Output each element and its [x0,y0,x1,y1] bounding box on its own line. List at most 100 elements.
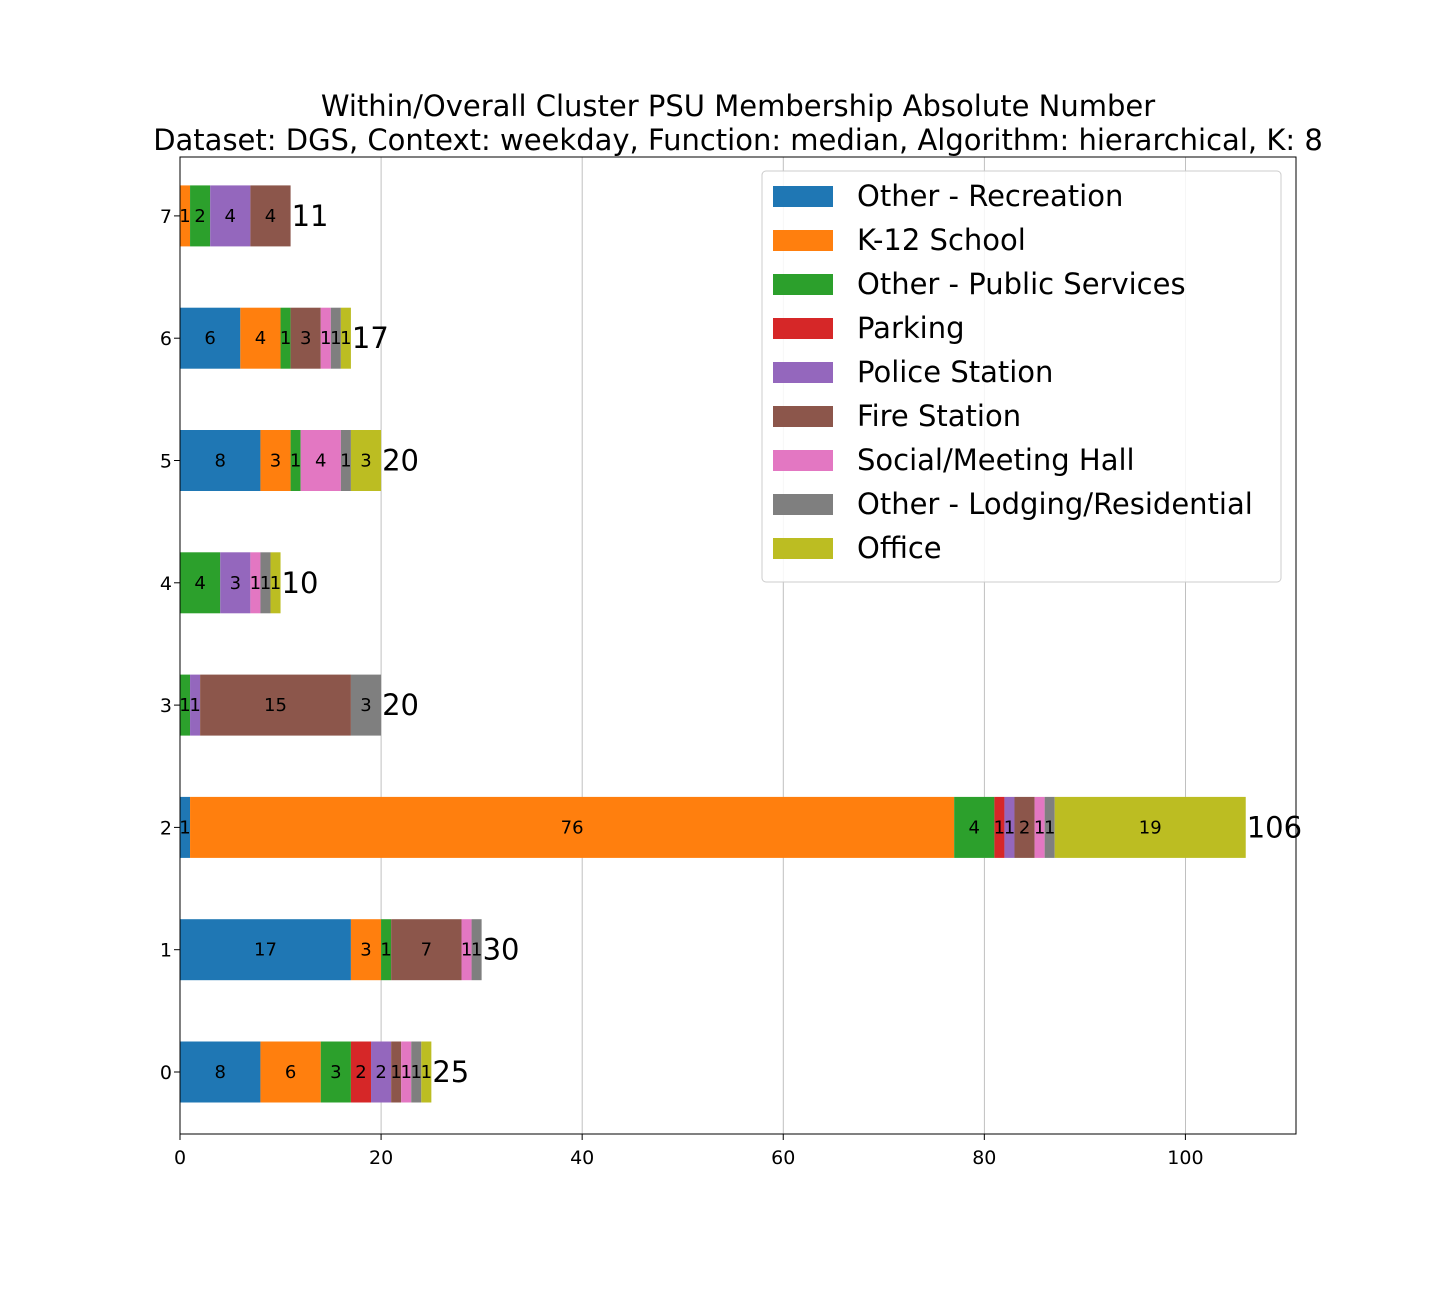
bar-segment [180,919,351,981]
legend-swatch [773,406,833,427]
bar-segment [240,307,281,369]
bar-segment [260,430,291,491]
segment-value-label: 1 [1034,817,1045,838]
segment-value-label: 8 [214,451,225,472]
legend-label: Office [857,531,942,565]
segment-value-label: 3 [360,940,371,961]
segment-value-label: 3 [360,695,371,716]
bar-segment [391,1041,402,1103]
legend-box [761,170,1282,583]
segment-value-label: 3 [270,451,281,472]
bar-segment [210,185,251,247]
segment-value-label: 1 [411,1062,422,1083]
segment-value-label: 2 [375,1062,386,1083]
bar-segment [461,919,472,981]
bar-total-label: 17 [352,321,389,355]
legend-swatch [773,274,833,295]
bar-segment [220,552,251,614]
bar-segment [471,919,482,981]
bar-segment [330,307,341,369]
x-tick-label: 20 [369,1147,393,1169]
x-tick-label: 60 [771,1147,795,1169]
segment-value-label: 1 [189,695,200,716]
bar-segment [180,185,191,247]
bar-segment [350,674,382,736]
segment-value-label: 4 [194,573,205,594]
bar-total-label: 30 [483,933,520,967]
segment-value-label: 6 [285,1062,296,1083]
legend-label: Parking [857,311,965,345]
bar-segment [1014,796,1035,858]
bar-segment [1054,796,1246,858]
segment-value-label: 1 [1044,817,1055,838]
bar-segment [270,552,281,614]
segment-value-label: 3 [360,451,371,472]
bar-segment [290,430,301,491]
legend-swatch [773,318,833,339]
x-tick-label: 0 [174,1147,186,1169]
bar-segment [954,796,995,858]
segment-value-label: 1 [179,695,190,716]
bar-total-label: 11 [292,199,329,233]
segment-value-label: 1 [380,940,391,961]
x-tick-label: 80 [972,1147,996,1169]
segment-value-label: 1 [280,328,291,349]
bar-total-label: 25 [432,1055,469,1089]
legend-label: K-12 School [857,223,1026,257]
bar-total-label: 20 [382,444,419,478]
segment-value-label: 1 [421,1062,432,1083]
bar-segment [1034,796,1045,858]
bar-segment [250,552,261,614]
bar-segment [1044,796,1055,858]
segment-value-label: 4 [225,206,236,227]
segment-value-label: 1 [400,1062,411,1083]
legend-label: Other - Public Services [857,267,1186,301]
bar-segment [340,430,351,491]
bar-total-label: 20 [382,688,419,722]
legend-swatch [773,450,833,471]
bar-segment [350,430,382,491]
segment-value-label: 2 [194,206,205,227]
x-tick-label: 100 [1167,1147,1203,1169]
segment-value-label: 3 [230,573,241,594]
bar-segment [180,674,191,736]
segment-value-label: 1 [270,573,281,594]
bar-segment [200,674,351,736]
segment-value-label: 6 [204,328,215,349]
x-tick-label: 40 [570,1147,594,1169]
bar-segment [180,430,261,491]
bar-segment [180,1041,261,1103]
plot-area-frame [179,156,1297,1135]
legend-label: Other - Lodging/Residential [857,487,1253,521]
y-tick-label: 2 [160,817,172,839]
segment-value-label: 2 [1019,817,1030,838]
legend: Other - Recreation K-12 School Other - Pub… [761,170,1282,583]
segment-value-label: 1 [290,451,301,472]
segment-value-label: 1 [260,573,271,594]
segment-value-label: 4 [255,328,266,349]
bar-segment [180,307,241,369]
y-tick-label: 4 [160,573,172,595]
segment-value-label: 3 [300,328,311,349]
bar-segment [371,1041,392,1103]
segment-value-label: 76 [561,817,584,838]
bar-segment [381,919,392,981]
segment-value-label: 7 [421,940,432,961]
legend-label: Social/Meeting Hall [857,443,1135,477]
y-tick-label: 6 [160,328,172,350]
bar-segment [350,919,382,981]
legend-swatch [773,538,833,559]
segment-value-label: 1 [390,1062,401,1083]
segment-value-label: 1 [471,940,482,961]
y-tick-label: 0 [160,1062,172,1084]
y-tick-label: 5 [160,451,172,473]
segment-value-label: 1 [320,328,331,349]
bar-segment [250,185,291,247]
legend-swatch [773,230,833,251]
segment-value-label: 19 [1139,817,1162,838]
legend-swatch [773,494,833,515]
chart-subtitle: Dataset: DGS, Context: weekday, Function… [153,123,1323,157]
legend-swatch [773,186,833,207]
